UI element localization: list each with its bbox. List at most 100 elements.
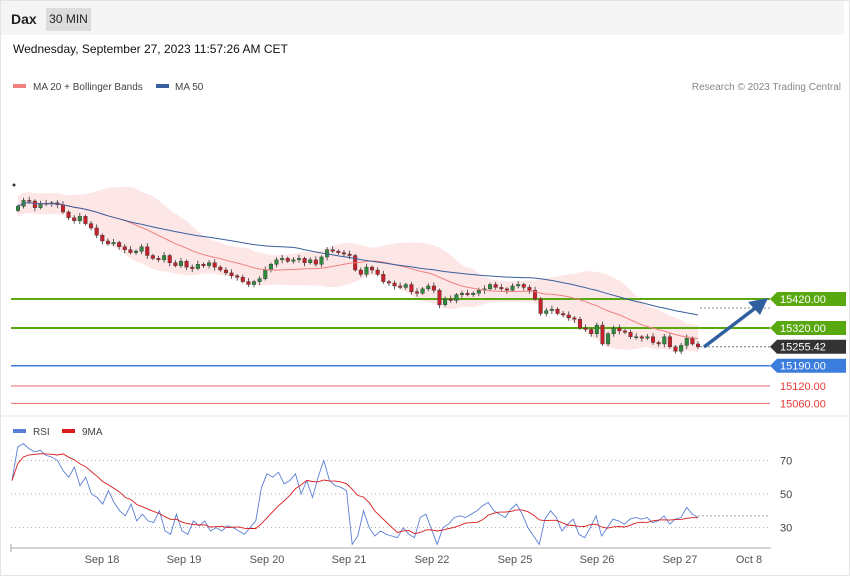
candle (201, 262, 206, 268)
candle-body (533, 290, 538, 300)
candle-body (280, 258, 285, 261)
candle (555, 307, 560, 316)
pivot-tag (770, 358, 846, 373)
candle (212, 259, 217, 271)
candle (459, 290, 464, 299)
candle-body (606, 333, 611, 345)
candle-body (94, 227, 99, 236)
candle-body (27, 200, 32, 202)
candle (415, 288, 420, 297)
rsi-legend-label: RSI (33, 427, 50, 438)
candle-body (60, 204, 65, 213)
candle-body (443, 298, 448, 306)
candle-body (178, 261, 183, 266)
candle-body (521, 284, 526, 288)
candle-body (162, 255, 167, 261)
candle-body (83, 216, 88, 224)
candle (229, 269, 234, 279)
candle (319, 255, 324, 268)
candle-body (313, 259, 318, 265)
candle (111, 238, 116, 247)
chart-header: Dax 30 MIN (1, 1, 844, 35)
candle (72, 215, 77, 224)
candle-body (207, 262, 212, 266)
candle-body (223, 269, 228, 274)
candle-body (117, 242, 122, 247)
rsi-ma-legend-swatch (62, 429, 75, 433)
candle-body (589, 329, 594, 335)
rsi-tick-label: 70 (780, 455, 792, 467)
rsi-pane: 70 50 30 (11, 443, 792, 546)
ma50-legend-swatch (156, 84, 169, 88)
candle (645, 334, 650, 340)
current-price-label: 15255.42 (780, 342, 826, 354)
bollinger-bands (18, 186, 698, 352)
candle (600, 321, 605, 346)
candle (488, 282, 493, 291)
candle-body (308, 259, 313, 263)
candle-body (611, 327, 616, 335)
candle (128, 246, 133, 255)
candle-body (285, 258, 290, 262)
ma20-legend-swatch (13, 84, 26, 88)
candle (549, 305, 554, 315)
price-dot (12, 183, 16, 187)
resistance-label: 15420.00 (780, 294, 826, 306)
candle-body (347, 253, 352, 256)
datetime-label: Wednesday, September 27, 2023 11:57:26 A… (13, 42, 288, 56)
candle (235, 274, 240, 281)
candle-body (257, 278, 262, 282)
candle-body (673, 346, 678, 352)
resistance-tag (770, 292, 846, 306)
candle (291, 257, 296, 264)
time-axis: Sep 18 Sep 19 Sep 20 Sep 21 Sep 22 Sep 25 Sep … (10, 544, 771, 566)
candle-body (527, 287, 532, 291)
candle-body (268, 264, 273, 271)
candle (280, 254, 285, 264)
candle-body (263, 269, 268, 279)
x-tick-label: Sep 26 (580, 554, 615, 566)
candle (162, 252, 167, 263)
candle (566, 311, 571, 321)
candle-body (600, 324, 605, 345)
candle-body (341, 252, 346, 255)
candle (398, 282, 403, 290)
candle (364, 263, 369, 278)
candle-body (420, 288, 425, 294)
candle-body (229, 272, 234, 276)
candle-body (690, 337, 695, 345)
candle-body (358, 269, 363, 275)
candle-body (431, 285, 436, 291)
candle (89, 220, 94, 231)
candle-body (499, 287, 504, 290)
candle (628, 329, 633, 340)
candle (381, 270, 386, 284)
candle-body (252, 281, 257, 285)
candle (544, 307, 549, 317)
candle-body (235, 275, 240, 278)
candle (594, 322, 599, 338)
candle-body (634, 336, 639, 338)
ma50-line (17, 201, 699, 316)
candle-body (426, 285, 431, 290)
interval-button[interactable]: 30 MIN (46, 8, 91, 31)
candle-body (662, 336, 667, 345)
rsi-line (11, 443, 699, 546)
x-tick-label: Sep 21 (332, 554, 367, 566)
candle-body (89, 223, 94, 229)
candle (285, 256, 290, 264)
candle-body (544, 310, 549, 314)
candle (156, 255, 161, 263)
candle-body (302, 258, 307, 263)
candle-body (134, 250, 139, 253)
candle (252, 279, 257, 288)
candle-body (448, 298, 453, 301)
candle (370, 265, 375, 274)
candle (577, 316, 582, 330)
candle (662, 334, 667, 348)
candle (145, 243, 150, 259)
candle-body (291, 259, 296, 262)
x-tick-label: Sep 20 (250, 554, 285, 566)
candle-body (572, 317, 577, 320)
ma20-line (17, 201, 699, 340)
